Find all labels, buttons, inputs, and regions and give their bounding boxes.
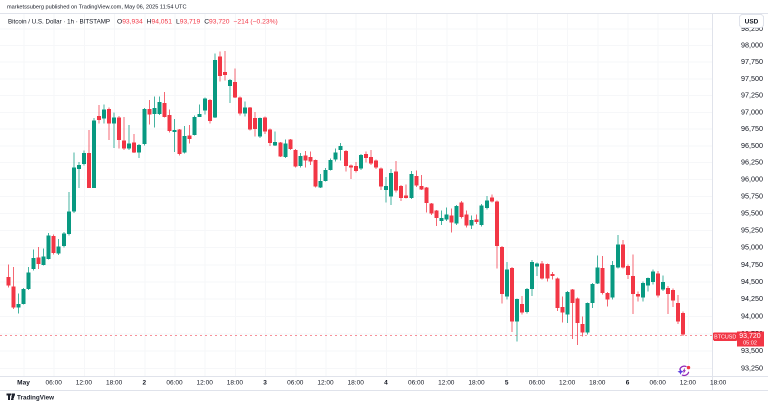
svg-text:94,000: 94,000 [741,312,763,321]
svg-text:3: 3 [263,380,267,387]
svg-text:06:00: 06:00 [408,380,425,387]
svg-text:94,750: 94,750 [741,260,763,269]
svg-text:marketssuberg published on Tra: marketssuberg published on TradingView.c… [7,5,187,11]
svg-text:95,500: 95,500 [741,209,763,218]
svg-text:18:00: 18:00 [468,380,485,387]
svg-text:95,250: 95,250 [741,226,763,235]
svg-text:TradingView: TradingView [17,394,54,401]
svg-text:18:00: 18:00 [710,380,727,387]
svg-text:06:00: 06:00 [46,380,63,387]
svg-text:93,720: 93,720 [739,333,761,340]
svg-text:93,500: 93,500 [741,346,763,355]
svg-text:06:00: 06:00 [529,380,546,387]
svg-text:5: 5 [505,380,509,387]
svg-text:97,000: 97,000 [741,107,763,116]
svg-text:May: May [17,380,30,387]
svg-text:18:00: 18:00 [227,380,244,387]
svg-text:12:00: 12:00 [438,380,455,387]
svg-text:93,250: 93,250 [741,364,763,373]
svg-text:96,500: 96,500 [741,141,763,150]
svg-text:97,750: 97,750 [741,57,763,66]
svg-text:4: 4 [384,380,388,387]
svg-text:6: 6 [626,380,630,387]
svg-text:98,250: 98,250 [741,24,763,33]
svg-text:06:00: 06:00 [166,380,183,387]
svg-text:96,750: 96,750 [741,124,763,133]
svg-text:2: 2 [142,380,146,387]
svg-text:94,250: 94,250 [741,294,763,303]
svg-text:12:00: 12:00 [76,380,93,387]
svg-text:96,000: 96,000 [741,175,763,184]
svg-text:06:00: 06:00 [287,380,304,387]
svg-text:05:02: 05:02 [743,341,757,347]
svg-text:95,750: 95,750 [741,192,763,201]
svg-text:97,500: 97,500 [741,74,763,83]
svg-text:18:00: 18:00 [106,380,123,387]
svg-text:97,250: 97,250 [741,91,763,100]
svg-text:06:00: 06:00 [650,380,667,387]
svg-text:95,000: 95,000 [741,243,763,252]
svg-text:98,000: 98,000 [741,41,763,50]
svg-text:USD: USD [745,19,759,26]
svg-text:12:00: 12:00 [559,380,576,387]
svg-text:94,500: 94,500 [741,277,763,286]
svg-text:12:00: 12:00 [317,380,334,387]
svg-text:12:00: 12:00 [197,380,214,387]
svg-text:18:00: 18:00 [348,380,365,387]
svg-text:BTCUSD: BTCUSD [714,335,736,341]
svg-text:12:00: 12:00 [680,380,697,387]
svg-text:96,250: 96,250 [741,158,763,167]
svg-text:18:00: 18:00 [589,380,606,387]
svg-text:Bitcoin / U.S. Dollar · 1h · B: Bitcoin / U.S. Dollar · 1h · BITSTAMP [8,18,110,25]
